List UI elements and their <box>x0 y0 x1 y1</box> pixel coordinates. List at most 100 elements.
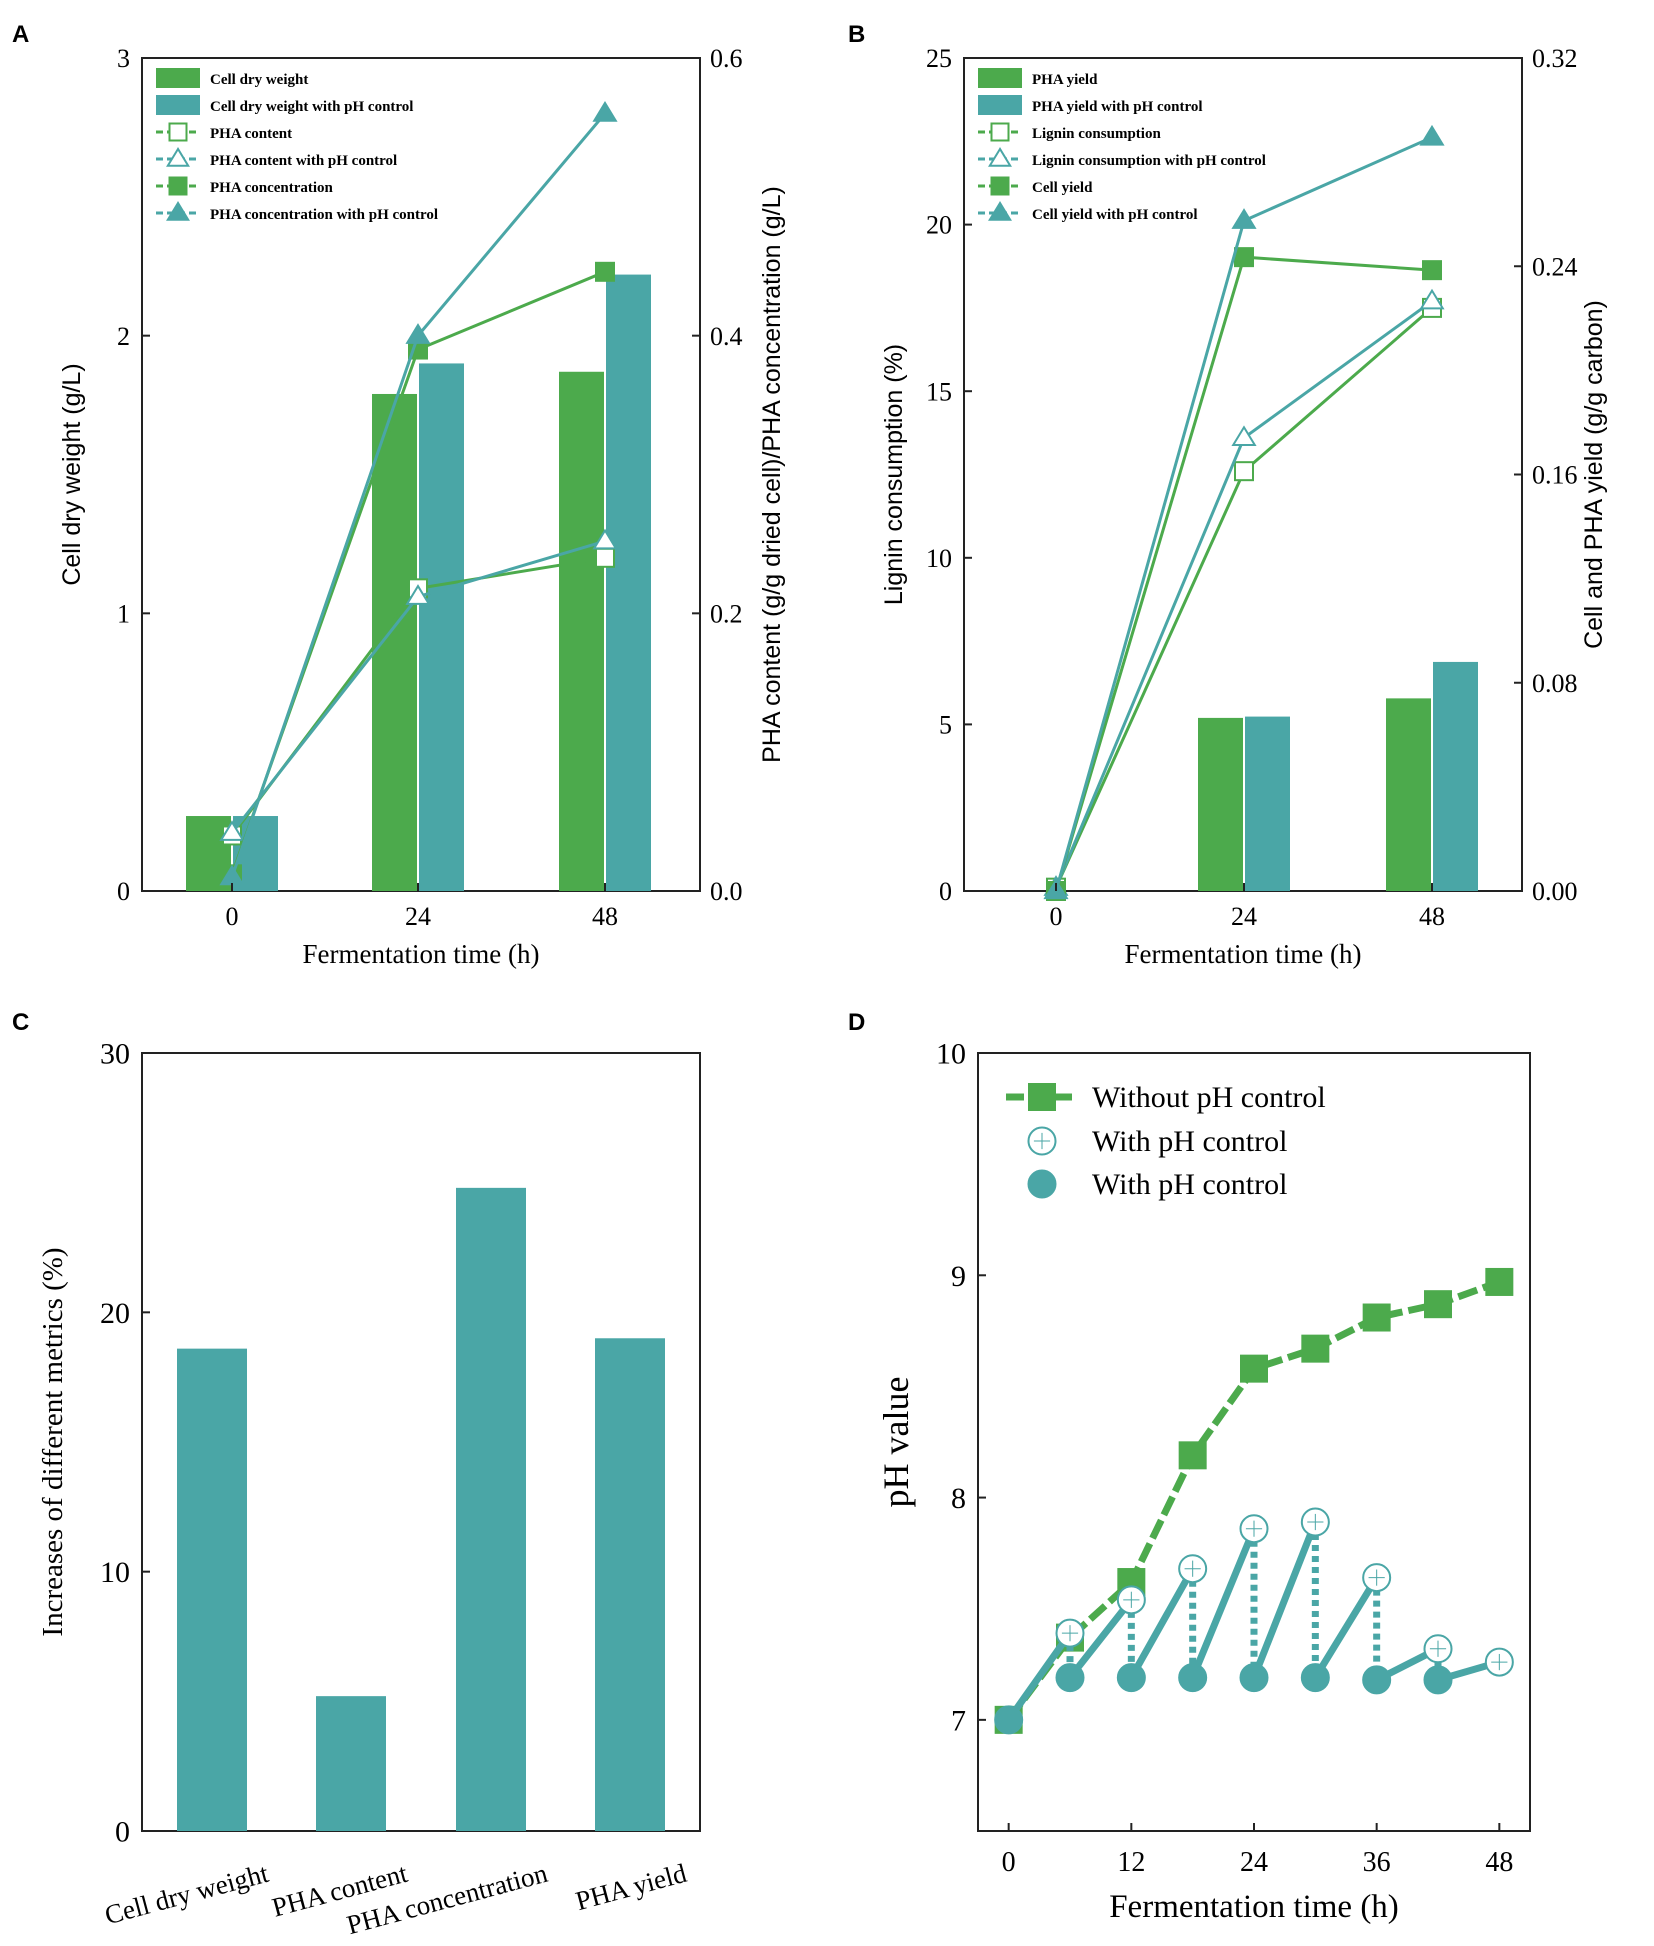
panel-a-legend-label: Cell dry weight <box>210 72 308 88</box>
panel-d-tick-label: 9 <box>951 1260 966 1293</box>
panel-a-x-tick-label: 24 <box>405 902 431 931</box>
panel-d-tick-label: 8 <box>951 1482 966 1515</box>
panel-d-point <box>1300 1663 1330 1693</box>
panel-b-x-tick-label: 0 <box>1050 902 1063 931</box>
panel-d-x-axis-label: Fermentation time (h) <box>1109 1889 1399 1925</box>
panel-d-point <box>1178 1441 1207 1470</box>
panel-a-legend-label: Cell dry weight with pH control <box>210 99 413 115</box>
panel-a-point <box>219 820 245 841</box>
panel-b-left-tick-label: 15 <box>926 377 952 406</box>
panel-d-tick-label: 10 <box>936 1038 966 1071</box>
panel-a-legend-swatch <box>156 68 200 88</box>
panel-b-point <box>1231 208 1257 229</box>
panel-d-point <box>1178 1663 1208 1693</box>
panel-b-left-tick-label: 25 <box>926 44 952 73</box>
panel-a-point <box>405 584 431 605</box>
panel-b-bar <box>1433 661 1478 891</box>
panel-d-point <box>1362 1665 1392 1695</box>
panel-d-point <box>1362 1303 1391 1332</box>
panel-a-left-tick-label: 2 <box>117 322 130 351</box>
panel-d-point <box>1301 1334 1330 1363</box>
panel-b-legend-marker <box>988 201 1012 221</box>
panel-b-x-tick-label: 24 <box>1231 902 1257 931</box>
panel-a-left-tick-label: 3 <box>117 44 130 73</box>
panel-a-point <box>592 101 618 122</box>
panel-b-right-tick-label: 0.16 <box>1532 461 1578 490</box>
panel-a-legend-label: PHA concentration with pH control <box>210 207 438 223</box>
panel-b-legend-marker <box>990 122 1010 142</box>
panel-a-left-tick-label: 0 <box>117 877 130 906</box>
panel-a-x-tick-label: 0 <box>226 902 239 931</box>
panel-b-legend-marker <box>990 176 1010 196</box>
panel-a-legend-marker <box>168 176 188 196</box>
panel-a-left-tick-label: 1 <box>117 599 130 628</box>
panel-d-series-line <box>1250 1520 1319 1679</box>
panel-b-point <box>1422 260 1442 281</box>
panel-label-c: C <box>12 1009 29 1036</box>
panel-b-left-tick-label: 10 <box>926 544 952 573</box>
panel-a-y-axis-label-right: PHA content (g/g dried cell)/PHA concent… <box>758 186 786 763</box>
panel-b-left-tick-label: 5 <box>939 711 952 740</box>
panel-b-series-line <box>1054 255 1433 892</box>
panel-a-point <box>595 547 615 568</box>
panel-c-x-tick-label: PHA yield <box>572 1858 690 1916</box>
panel-a-bar <box>559 371 604 892</box>
panel-d-x-tick-label: 36 <box>1363 1847 1391 1878</box>
panel-d-x-tick-label: 0 <box>1002 1847 1016 1878</box>
chart-panel-d: 7 8 9 10 0 12 24 36 48 Fermentation time (h) pH va… <box>876 1038 1531 1925</box>
panel-d-y-axis-label: pH value <box>876 1377 916 1508</box>
panel-b-legend-label: Cell yield <box>1032 180 1093 196</box>
panel-c-tick-label: 10 <box>100 1556 130 1589</box>
panel-b-point <box>1234 247 1254 268</box>
panel-b-legend-label: Lignin consumption <box>1032 126 1161 142</box>
panel-b-bar <box>1386 698 1431 891</box>
panel-c-tick-label: 30 <box>100 1038 130 1071</box>
panel-d-series-line <box>1312 1575 1380 1680</box>
panel-b-right-tick-label: 0.08 <box>1532 669 1578 698</box>
panel-a-point <box>405 323 431 344</box>
panel-d-point <box>1423 1665 1453 1695</box>
panel-c-bar <box>456 1187 526 1831</box>
panel-a-series-line <box>230 270 606 875</box>
panel-a-legend-swatch <box>156 95 200 115</box>
panel-a-legend-label: PHA concentration <box>210 180 334 196</box>
panel-d-point <box>1239 1663 1269 1693</box>
panel-d-legend-label: With pH control <box>1092 1125 1287 1158</box>
panel-b-legend-swatch <box>978 95 1022 115</box>
panel-c-bar <box>595 1338 665 1831</box>
panel-d-point <box>1116 1663 1146 1693</box>
panel-a-legend-label: PHA content <box>210 126 292 142</box>
panel-a-point <box>592 528 618 550</box>
panel-b-legend-label: Cell yield with pH control <box>1032 207 1198 223</box>
panel-c-x-tick-label: Cell dry weight <box>102 1858 272 1931</box>
panel-c-bar <box>316 1696 386 1831</box>
panel-b-point <box>1419 124 1445 146</box>
panel-b-bar <box>1245 716 1290 891</box>
panel-b-point <box>1234 461 1254 482</box>
panel-d-point <box>994 1705 1024 1735</box>
panel-b-y-axis-label-right: Cell and PHA yield (g/g carbon) <box>1580 300 1608 649</box>
panel-a-x-axis-label: Fermentation time (h) <box>303 939 540 969</box>
panel-d-x-tick-label: 48 <box>1485 1847 1513 1878</box>
panel-d-point <box>1485 1267 1514 1296</box>
panel-b-x-tick-label: 48 <box>1419 902 1445 931</box>
panel-label-a: A <box>12 21 29 48</box>
panel-b-legend-label: Lignin consumption with pH control <box>1032 153 1266 169</box>
panel-c-tick-label: 0 <box>115 1816 130 1849</box>
panel-label-d: D <box>848 1009 865 1036</box>
panel-a-y-axis-label-left: Cell dry weight (g/L) <box>58 363 86 585</box>
panel-b-y-axis-label-left: Lignin consumption (%) <box>880 344 908 605</box>
panel-b-bar <box>1198 717 1243 891</box>
panel-d-point <box>1424 1290 1452 1319</box>
panel-a-bar <box>606 274 651 892</box>
panel-a-right-tick-label: 0.2 <box>710 599 743 628</box>
panel-d-point <box>1055 1663 1085 1693</box>
panel-b-point <box>1231 425 1257 447</box>
panel-d-point <box>1240 1354 1268 1383</box>
panel-a-x-tick-label: 48 <box>592 902 618 931</box>
panel-b-legend-label: PHA yield <box>1032 72 1098 88</box>
panel-d-legend-label: With pH control <box>1092 1168 1287 1201</box>
panel-b-left-tick-label: 0 <box>939 877 952 906</box>
